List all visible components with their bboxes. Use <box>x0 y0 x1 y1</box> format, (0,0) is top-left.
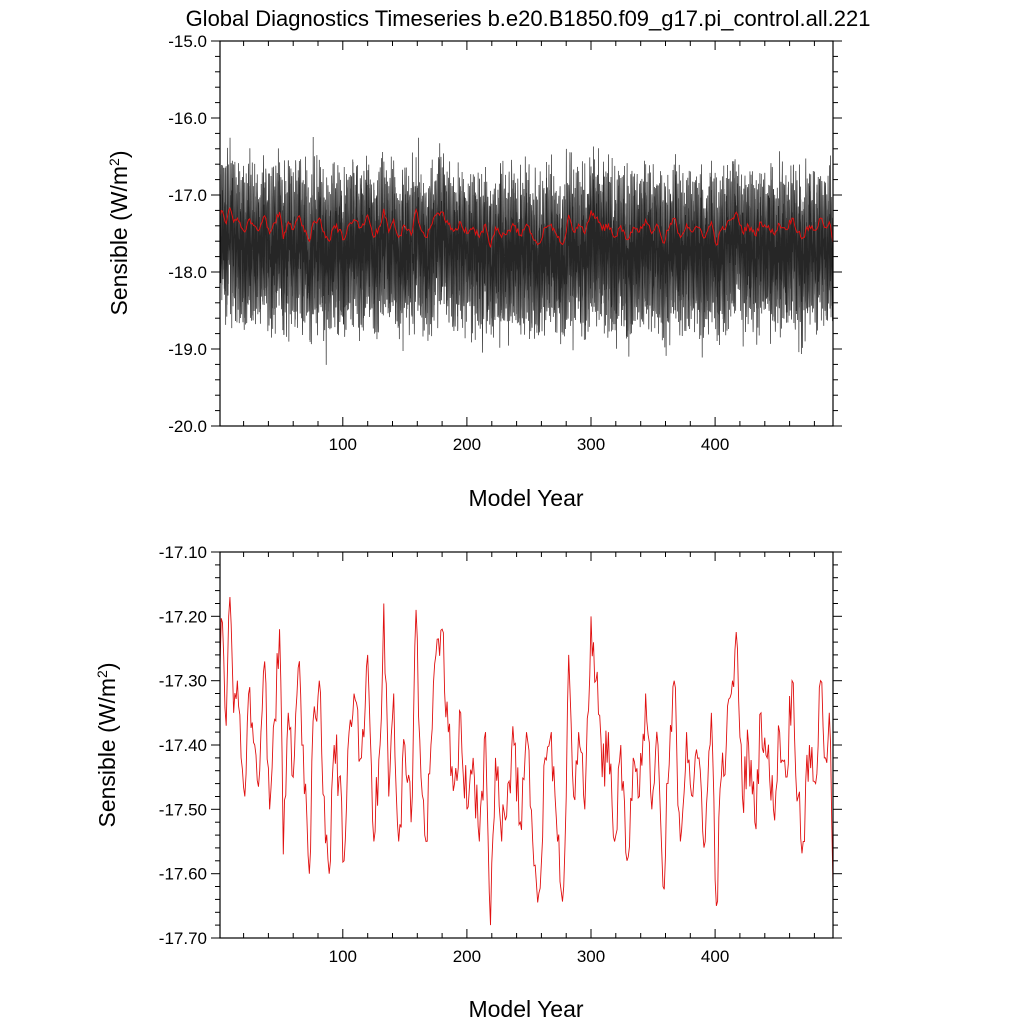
annual-x-tick-label: 300 <box>577 947 605 966</box>
annual-mean-series-line <box>219 597 834 926</box>
annual-mean-overlay-line <box>219 206 834 248</box>
monthly-x-axis-label: Model Year <box>468 485 583 511</box>
monthly-panel: 100 200 300 400 -15.0 -16.0 -17.0 -18.0 -19.0 -2… <box>106 32 842 511</box>
monthly-y-tick-label: -15.0 <box>168 32 207 51</box>
annual-y-tick-label: -17.70 <box>159 929 207 948</box>
monthly-x-tick-label: 400 <box>701 435 729 454</box>
annual-series-group <box>219 597 834 926</box>
monthly-y-tick-label: -17.0 <box>168 186 207 205</box>
annual-y-tick-label: -17.60 <box>159 865 207 884</box>
monthly-series-line <box>219 137 834 365</box>
monthly-y-tick-label: -19.0 <box>168 340 207 359</box>
annual-x-tick-label: 100 <box>329 947 357 966</box>
annual-y-tick-labels: -17.10 -17.20 -17.30 -17.40 -17.50 -17.60 -17.… <box>159 543 207 948</box>
monthly-series-group <box>219 137 834 365</box>
annual-y-tick-label: -17.20 <box>159 607 207 626</box>
monthly-y-tick-label: -20.0 <box>168 417 207 436</box>
annual-x-axis-label: Model Year <box>468 996 583 1022</box>
annual-axis-ticks <box>211 551 842 939</box>
monthly-x-tick-label: 100 <box>329 435 357 454</box>
monthly-y-tick-label: -16.0 <box>168 109 207 128</box>
annual-plot-lines <box>219 597 834 926</box>
annual-panel: 100 200 300 400 -17.10-17.20-17.30-17.40-17… <box>94 543 842 1022</box>
annual-y-tick-label: -17.50 <box>159 800 207 819</box>
annual-x-tick-labels: 100 200 300 400 <box>329 947 730 966</box>
monthly-x-tick-label: 300 <box>577 435 605 454</box>
monthly-x-tick-label: 200 <box>453 435 481 454</box>
annual-y-tick-label: -17.40 <box>159 736 207 755</box>
annual-x-tick-label: 400 <box>701 947 729 966</box>
annual-y-tick-label: -17.10 <box>159 543 207 562</box>
monthly-panel-annual-overlay <box>219 206 834 248</box>
monthly-axis-ticks <box>211 40 842 427</box>
monthly-x-tick-labels: 100 200 300 400 <box>329 435 730 454</box>
monthly-plot-frame <box>219 40 834 427</box>
annual-x-tick-label: 200 <box>453 947 481 966</box>
annual-y-axis-label: Sensible (W/m2) <box>94 662 120 827</box>
monthly-plot-lines <box>219 137 834 365</box>
monthly-y-axis-label: Sensible (W/m2) <box>106 150 132 315</box>
monthly-y-tick-label: -18.0 <box>168 263 207 282</box>
annual-y-tick-label: -17.30 <box>159 672 207 691</box>
figure-title: Global Diagnostics Timeseries b.e20.B185… <box>186 6 871 31</box>
monthly-y-tick-labels: -15.0 -16.0 -17.0 -18.0 -19.0 -20.0 <box>168 32 207 436</box>
